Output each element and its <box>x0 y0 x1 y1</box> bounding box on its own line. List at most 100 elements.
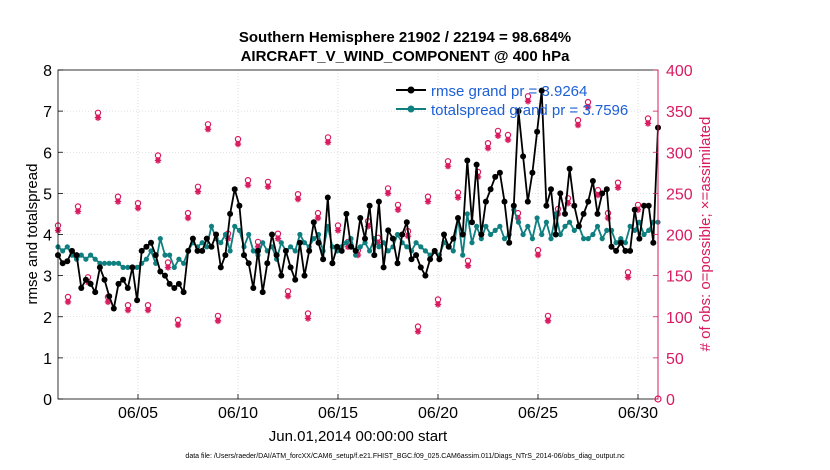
rmse-series <box>55 87 661 312</box>
rmse-point <box>171 285 178 291</box>
rmse-point <box>208 243 215 250</box>
obs-assimilated-marker <box>564 200 572 207</box>
rmse-point <box>157 268 164 275</box>
chart-title-line1: Southern Hemisphere 21902 / 22194 = 98.6… <box>239 29 571 46</box>
obs-assimilated-marker <box>434 301 442 308</box>
left-axis-ticks: 0 1 2 3 4 5 6 7 8 <box>43 63 63 409</box>
totalspread-point <box>78 252 84 258</box>
right-tick-label: 100 <box>666 310 693 327</box>
rmse-point <box>524 198 531 205</box>
totalspread-point <box>157 236 163 242</box>
left-tick-label: 8 <box>43 63 52 80</box>
totalspread-point <box>585 236 591 242</box>
rmse-point <box>441 231 447 238</box>
obs-assimilated-marker <box>364 223 372 230</box>
rmse-point <box>106 293 113 300</box>
obs-assimilated-marker <box>454 194 462 201</box>
rmse-point <box>394 260 401 267</box>
rmse-point <box>371 252 378 259</box>
y-axis-label-left: rmse and totalspread <box>24 164 41 305</box>
rmse-point <box>59 260 66 267</box>
rmse-point <box>362 235 368 242</box>
totalspread-point <box>599 236 605 242</box>
obs-assimilated-marker <box>334 227 342 234</box>
rmse-point <box>520 153 527 160</box>
totalspread-point <box>250 248 256 254</box>
rmse-point <box>222 252 229 259</box>
rmse-point <box>585 198 592 205</box>
right-tick-label: 350 <box>666 104 693 121</box>
rmse-point <box>278 272 285 279</box>
rmse-point <box>557 190 564 197</box>
right-tick-label: 200 <box>666 228 693 245</box>
totalspread-point <box>539 231 545 238</box>
totalspread-point <box>167 252 173 258</box>
obs-assimilated-marker <box>114 198 122 205</box>
obs-assimilated-marker <box>324 139 332 146</box>
obs-assimilated-marker <box>514 214 522 222</box>
rmse-point <box>329 260 336 267</box>
rmse-point <box>287 264 294 271</box>
obs-assimilated-marker <box>184 214 192 222</box>
rmse-point <box>259 289 266 296</box>
rmse-point <box>348 243 354 250</box>
totalspread-point <box>385 248 391 254</box>
rmse-point <box>185 247 192 254</box>
rmse-point <box>162 272 168 279</box>
x-axis-ticks: 06/05 06/10 06/15 06/20 06/25 06/30 <box>118 394 658 422</box>
totalspread-point <box>464 211 470 217</box>
rmse-point <box>250 285 257 291</box>
obs-assimilated-marker <box>394 206 402 214</box>
obs-assimilated-marker <box>264 183 272 190</box>
rmse-point <box>529 169 536 176</box>
rmse-point <box>343 210 350 217</box>
obs-assimilated-marker <box>504 136 512 144</box>
totalspread-point <box>450 248 456 254</box>
obs-assimilated-marker <box>414 328 422 335</box>
rmse-point <box>73 252 80 259</box>
left-tick-label: 1 <box>43 351 52 368</box>
rmse-point <box>478 231 485 238</box>
left-tick-label: 7 <box>43 104 52 121</box>
rmse-point <box>241 252 247 259</box>
rmse-point <box>510 202 517 209</box>
rmse-point <box>78 285 85 291</box>
totalspread-point <box>529 236 536 242</box>
x-tick-label: 06/15 <box>318 405 358 422</box>
rmse-point <box>403 219 410 226</box>
rmse-point <box>334 243 341 250</box>
obs-assimilated-marker <box>64 298 72 306</box>
totalspread-point <box>357 244 363 250</box>
rmse-point <box>217 264 224 271</box>
right-tick-label: 0 <box>666 392 675 409</box>
obs-assimilated-marker <box>494 132 502 139</box>
rmse-point <box>427 256 434 263</box>
rmse-point <box>413 252 420 259</box>
totalspread-point <box>88 252 94 258</box>
totalspread-point <box>101 260 108 266</box>
totalspread-point <box>492 227 498 233</box>
rmse-point <box>538 87 545 94</box>
totalspread-point <box>548 236 554 242</box>
totalspread-point <box>125 264 131 270</box>
rmse-point <box>292 276 299 283</box>
totalspread-point <box>176 256 182 262</box>
rmse-point <box>245 260 252 267</box>
y-axis-label-right: # of obs: o=possible; ×=assimilated <box>697 117 714 352</box>
rmse-point <box>324 194 331 201</box>
rmse-point <box>571 202 578 209</box>
rmse-point <box>69 247 75 254</box>
obs-assimilated-marker <box>134 204 142 212</box>
rmse-point <box>645 202 652 209</box>
totalspread-point <box>474 223 480 229</box>
totalspread-point <box>343 240 349 246</box>
totalspread-point <box>367 248 373 254</box>
rmse-point <box>431 247 438 254</box>
right-tick-label: 300 <box>666 145 693 162</box>
totalspread-point <box>460 252 466 258</box>
obs-assimilated-marker <box>624 274 632 281</box>
rmse-point <box>534 128 541 135</box>
rmse-line <box>57 90 659 312</box>
rmse-point <box>115 280 122 287</box>
